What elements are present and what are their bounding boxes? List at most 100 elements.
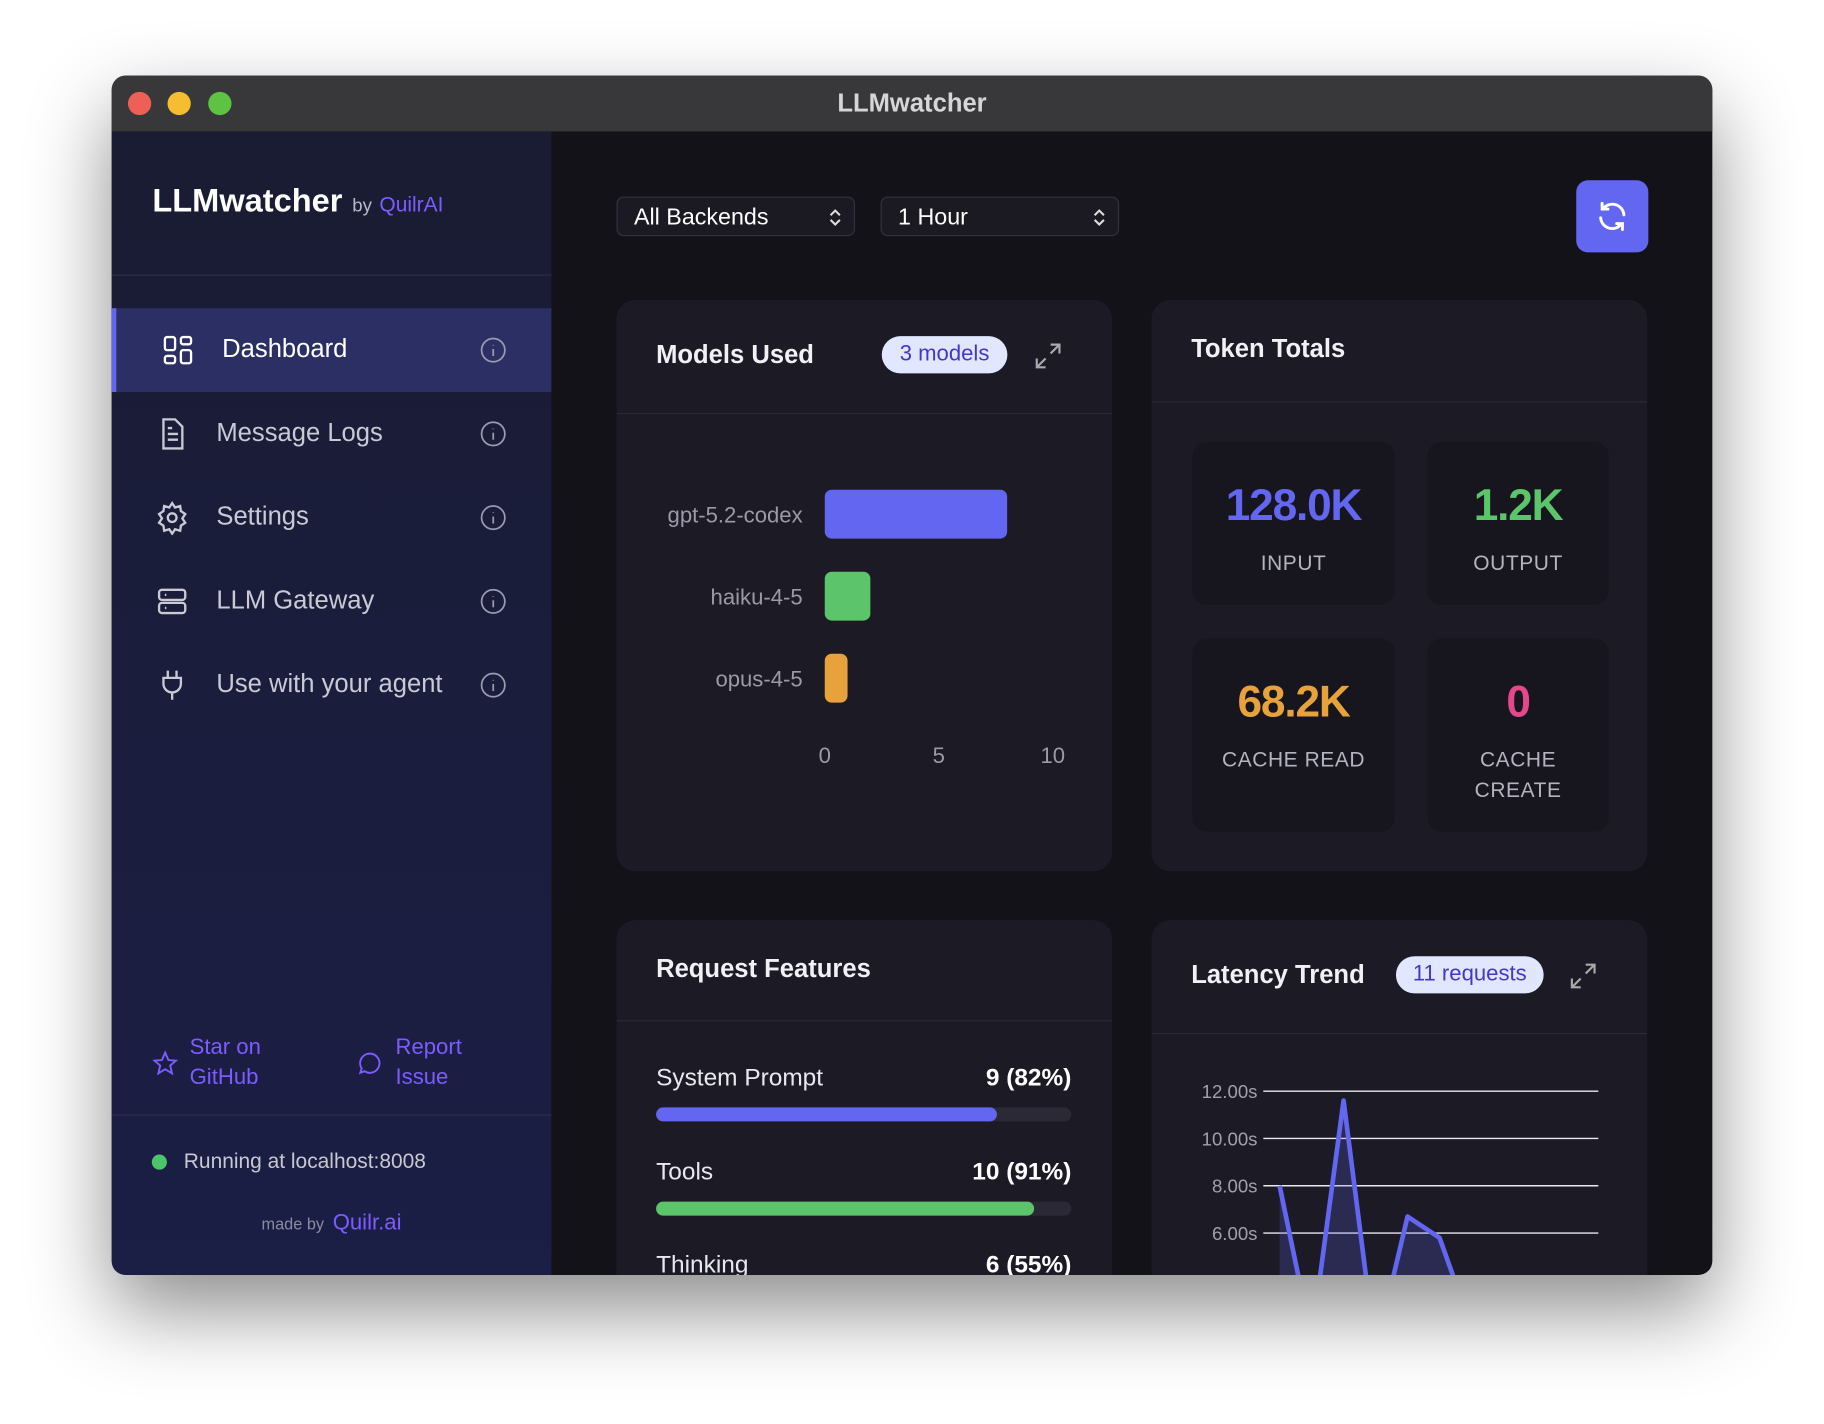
info-icon xyxy=(480,337,506,363)
category-label: gpt-5.2-codex xyxy=(668,502,803,527)
nav-item[interactable]: Message Logs xyxy=(112,392,552,476)
bar xyxy=(824,571,871,621)
info-icon xyxy=(480,588,506,614)
token-value: 128.0K xyxy=(1225,481,1363,531)
y-tick-label: 6.00s xyxy=(1212,1223,1258,1244)
nav-icon xyxy=(157,501,187,536)
y-tick-label: 12.00s xyxy=(1202,1081,1258,1102)
bar xyxy=(824,489,1008,539)
divider xyxy=(616,412,1113,415)
info-icon xyxy=(480,505,506,531)
nav-icon xyxy=(162,670,183,700)
tokens-card: Token Totals 128.0K INPUT 1.2K OUTPUT 68.2K C… xyxy=(1151,300,1648,872)
comment-icon xyxy=(358,1052,381,1075)
latency-line xyxy=(1277,1098,1456,1275)
card-title: Models Used xyxy=(656,339,814,369)
app-window: LLMwatcher LLMwatcher by QuilrAI Dashboa… xyxy=(111,75,1713,1275)
nav-label: Message Logs xyxy=(216,417,383,447)
refresh-button[interactable] xyxy=(1576,180,1649,253)
zoom-button[interactable] xyxy=(208,91,232,116)
made-by-label: made by xyxy=(261,1214,325,1234)
select-value: All Backends xyxy=(633,204,769,231)
window-controls[interactable] xyxy=(112,76,252,132)
feature-bar xyxy=(656,1107,997,1122)
latency-area xyxy=(1279,1100,1453,1275)
divider xyxy=(616,1020,1113,1022)
card-title: Token Totals xyxy=(1191,333,1346,363)
token-value: 1.2K xyxy=(1473,481,1564,531)
links: Star on GitHub Report Issue xyxy=(152,1033,548,1103)
nav-label: Settings xyxy=(216,501,309,531)
x-tick-label: 10 xyxy=(1040,743,1065,768)
bar xyxy=(824,653,848,703)
feature-name: Tools xyxy=(656,1158,714,1185)
brand-name: LLMwatcher xyxy=(152,182,343,219)
x-tick-label: 0 xyxy=(819,743,831,768)
nav-label: Use with your agent xyxy=(216,668,443,698)
latency-card: Latency Trend 11 requests 6.00s 8.00s 10.0… xyxy=(1151,920,1648,1275)
divider xyxy=(111,274,552,276)
divider xyxy=(111,1114,552,1116)
brand: LLMwatcher by QuilrAI xyxy=(152,183,443,220)
card-title: Latency Trend xyxy=(1191,959,1365,989)
close-button[interactable] xyxy=(127,91,152,116)
token-label: OUTPUT xyxy=(1473,551,1563,575)
category-label: haiku-4-5 xyxy=(711,584,803,609)
feature-track xyxy=(656,1201,1072,1216)
nav-label: LLM Gateway xyxy=(216,585,375,615)
star-link[interactable]: Star on GitHub xyxy=(189,1035,261,1090)
feature-count: 9 (82%) xyxy=(985,1064,1072,1092)
token-tile: 128.0K INPUT xyxy=(1192,442,1395,605)
feature-bar xyxy=(656,1201,1034,1216)
token-label: CACHE CREATE xyxy=(1474,747,1562,802)
window-title: LLMwatcher xyxy=(837,88,987,118)
made-by: made by Quilr.ai xyxy=(112,1211,552,1237)
nav-item[interactable]: Settings xyxy=(112,476,552,560)
feature-count: 10 (91%) xyxy=(972,1158,1072,1185)
card-title: Request Features xyxy=(656,953,871,983)
token-value: 68.2K xyxy=(1237,678,1350,728)
status-text: Running at localhost:8008 xyxy=(183,1149,426,1173)
select-arrows xyxy=(1093,209,1105,226)
brand-org: QuilrAI xyxy=(379,193,444,217)
count-badge: 11 requests xyxy=(1395,956,1544,994)
models-card: Models Used 3 models gpt-5.2-codex haiku-… xyxy=(616,300,1113,872)
token-tile: 1.2K OUTPUT xyxy=(1427,442,1609,605)
title-bar: LLMwatcher xyxy=(111,75,1713,132)
token-label: INPUT xyxy=(1260,551,1327,575)
token-tile: 68.2K CACHE READ xyxy=(1192,638,1395,832)
backend-select[interactable]: All Backends xyxy=(616,196,856,237)
minimize-button[interactable] xyxy=(167,91,191,116)
token-value: 0 xyxy=(1506,678,1531,728)
range-select[interactable]: 1 Hour xyxy=(880,196,1120,237)
select-arrows xyxy=(829,209,841,226)
status-dot xyxy=(151,1154,167,1170)
y-tick-label: 10.00s xyxy=(1202,1128,1258,1149)
nav-label: Dashboard xyxy=(222,333,348,363)
nav-item[interactable]: LLM Gateway xyxy=(112,560,552,644)
brand-by: by xyxy=(352,196,372,217)
nav-icon xyxy=(163,335,193,365)
token-label: CACHE READ xyxy=(1221,747,1366,772)
y-tick-label: 8.00s xyxy=(1212,1176,1258,1197)
feature-name: System Prompt xyxy=(656,1064,824,1092)
token-tile: 0 CACHE CREATE xyxy=(1427,638,1609,832)
divider xyxy=(1151,401,1648,403)
expand-icon[interactable] xyxy=(1033,341,1063,371)
nav-item[interactable]: Dashboard xyxy=(111,308,552,393)
expand-icon[interactable] xyxy=(1568,961,1598,991)
refresh-icon xyxy=(1599,201,1626,231)
maker-link[interactable]: Quilr.ai xyxy=(332,1210,402,1236)
latency-chart: 6.00s 8.00s 10.00s 12.00s xyxy=(1202,1081,1599,1275)
models-chart: gpt-5.2-codex haiku-4-5 opus-4-5 0 5 10 xyxy=(668,489,1065,768)
nav-item[interactable]: Use with your agent xyxy=(112,643,552,727)
report-link[interactable]: Report Issue xyxy=(395,1035,462,1090)
divider xyxy=(1151,1032,1648,1035)
x-tick-label: 5 xyxy=(933,743,945,768)
info-icon xyxy=(480,421,506,447)
features-card: Request Features System Prompt 9 (82%) Too… xyxy=(616,920,1113,1275)
category-label: opus-4-5 xyxy=(715,666,802,691)
feature-name: Thinking xyxy=(656,1251,749,1275)
